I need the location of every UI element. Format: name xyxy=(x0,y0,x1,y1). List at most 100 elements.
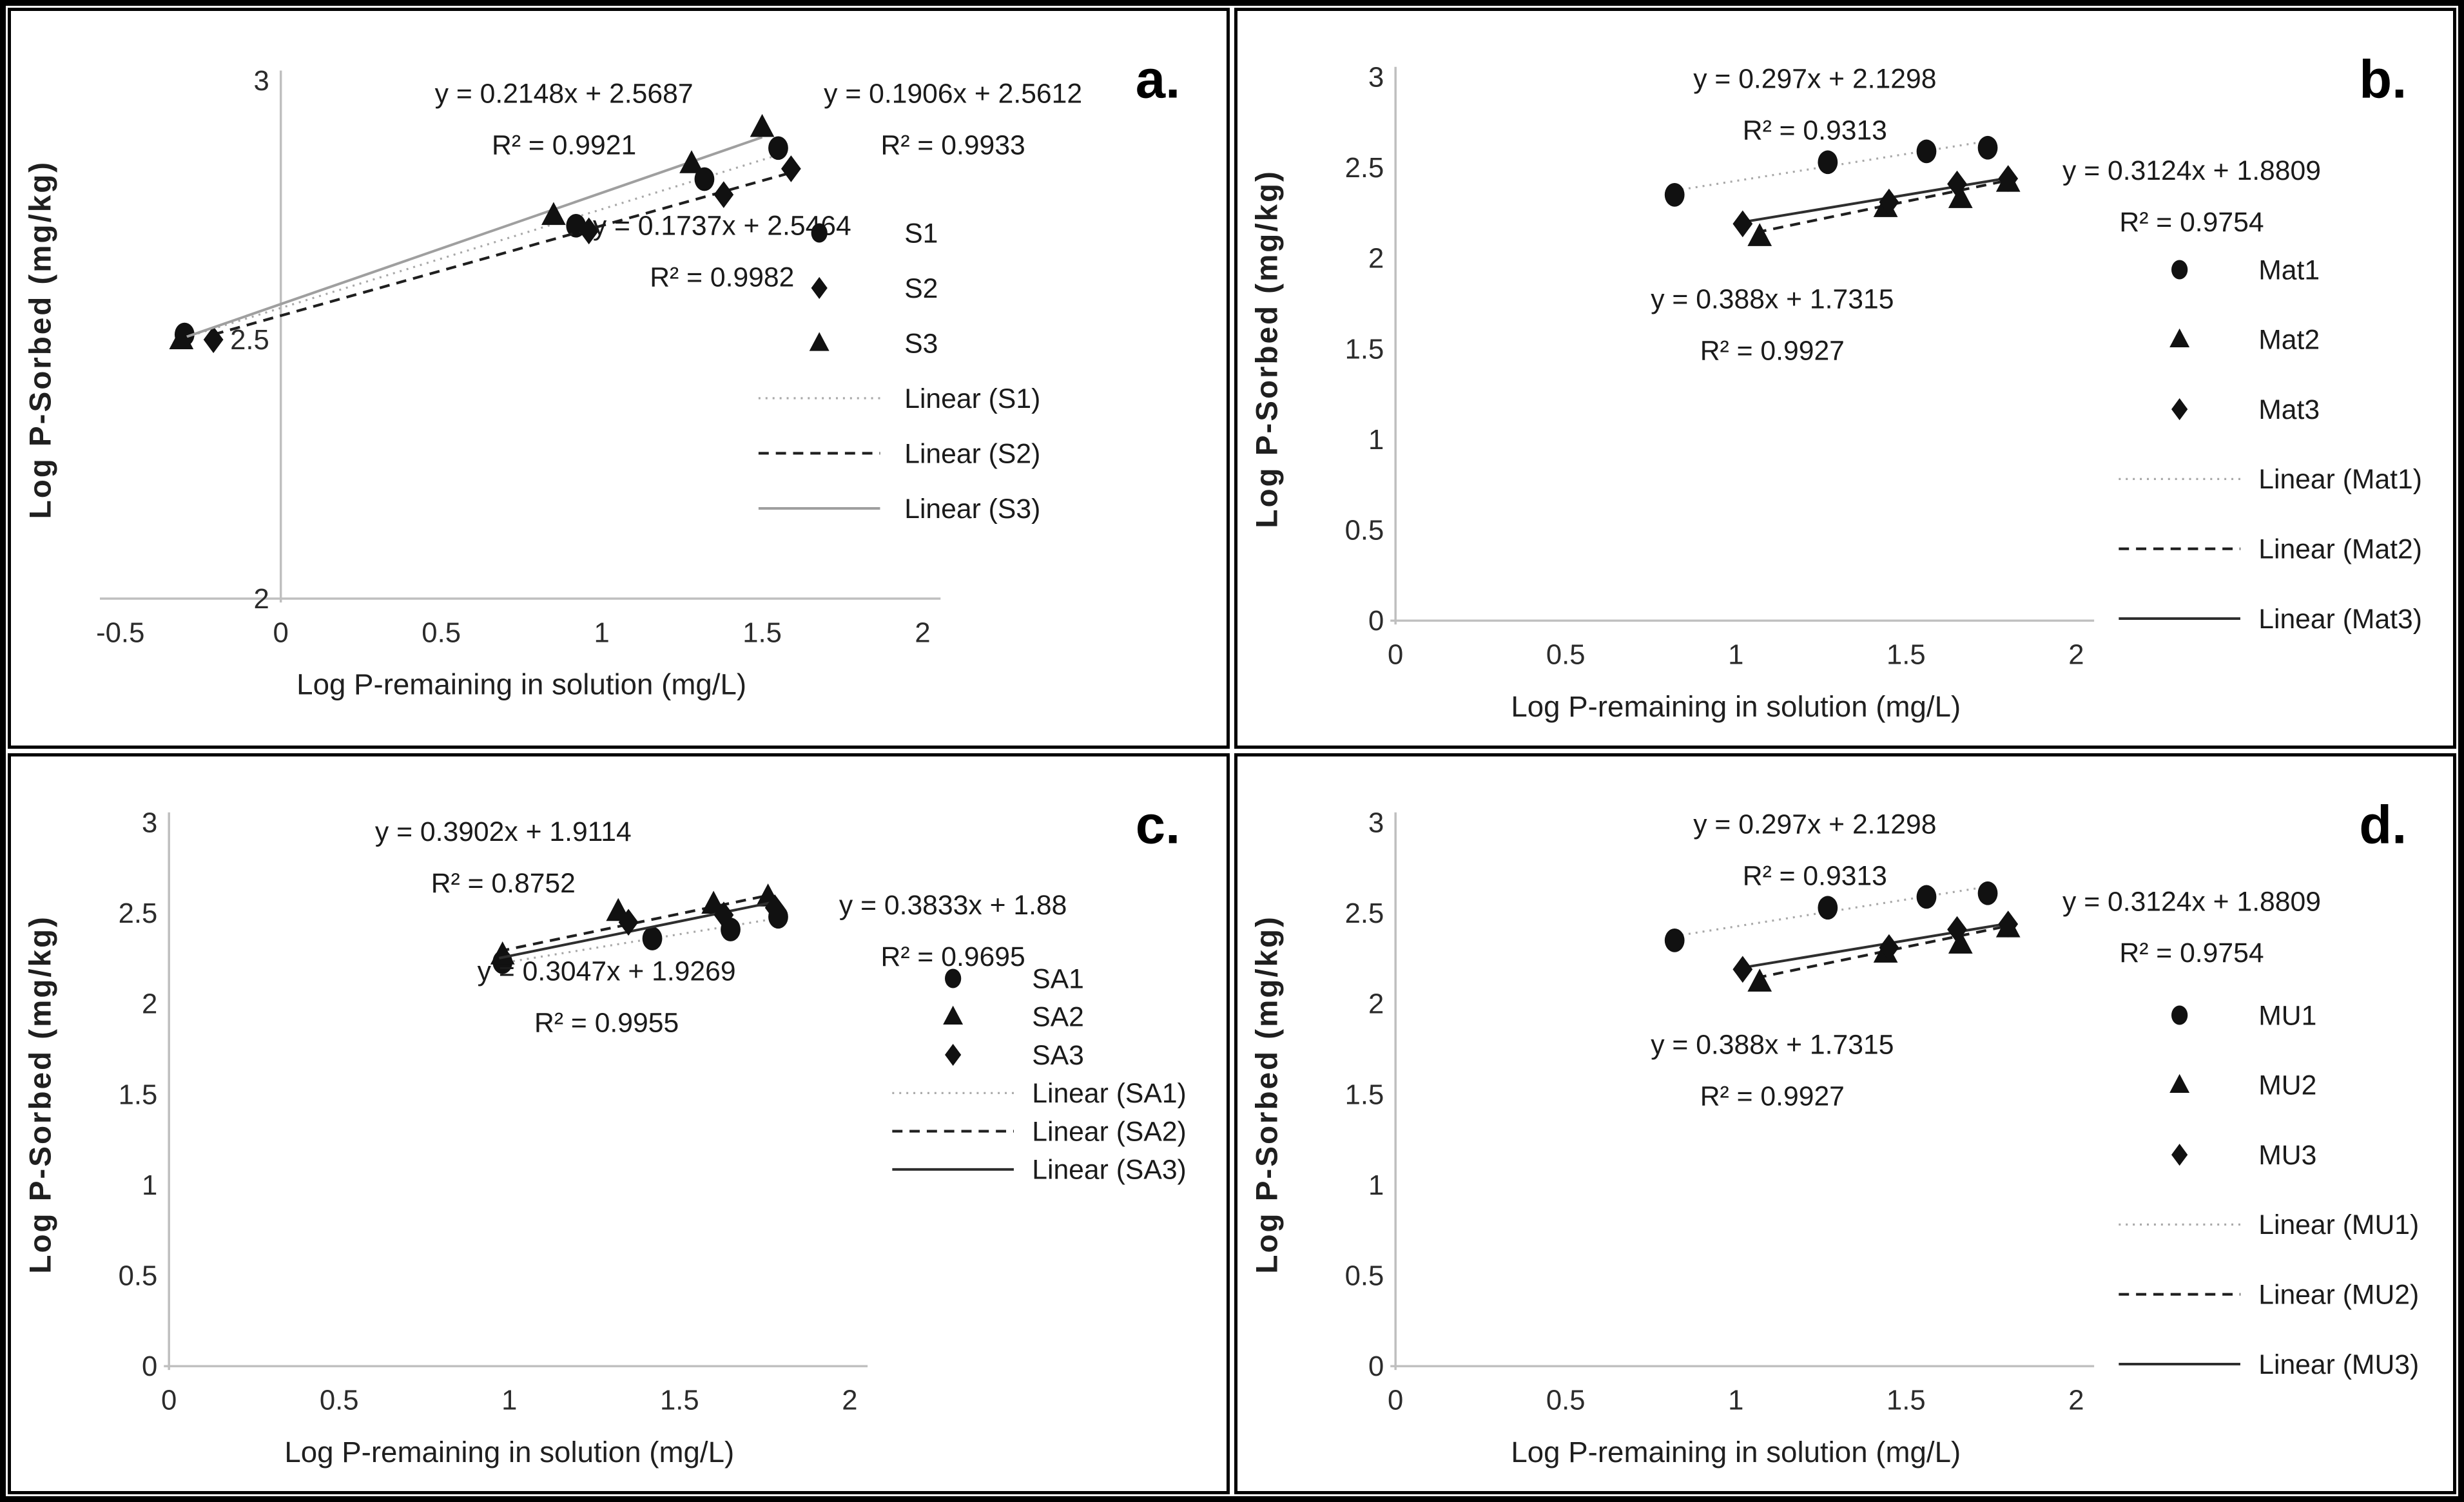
y-axis-title: Log P-Sorbed (mg/kg) xyxy=(24,915,58,1273)
x-tick-label: 0.5 xyxy=(320,1385,359,1416)
legend-linear-label-SA2: Linear (SA2) xyxy=(1032,1116,1187,1147)
equation-label-MU3: y = 0.3124x + 1.8809 xyxy=(2062,886,2321,917)
panel-letter-c: c. xyxy=(1136,795,1181,855)
y-tick-label: 1.5 xyxy=(1345,1079,1384,1110)
legend-marker-MU3 xyxy=(2171,1144,2188,1166)
y-axis-title: Log P-Sorbed (mg/kg) xyxy=(1250,169,1285,528)
x-tick-label: 2 xyxy=(2068,1385,2084,1416)
legend-label-Mat3: Mat3 xyxy=(2258,394,2320,425)
y-axis-title: Log P-Sorbed (mg/kg) xyxy=(1250,915,1285,1273)
data-point-S1 xyxy=(768,136,788,160)
r-squared-label-Mat2: R² = 0.9927 xyxy=(1700,336,1845,367)
chart-panel-b: 0 0.5 1 1.5 2 3 2.5 2 1.5 1 0.5 0 Log P-remaining in… xyxy=(1250,50,2422,723)
data-point-Mat2 xyxy=(1747,223,1772,246)
data-point-SA2 xyxy=(490,941,515,965)
panel-d: 0 0.5 1 1.5 2 3 2.5 2 1.5 1 0.5 0 Log P-remaining in… xyxy=(1234,753,2456,1494)
data-point-MU3 xyxy=(1732,956,1753,983)
y-tick-label: 3 xyxy=(142,807,157,838)
legend-linear-label-S2: Linear (S2) xyxy=(904,438,1040,469)
data-point-S3 xyxy=(541,202,566,226)
x-tick-label: -0.5 xyxy=(96,617,144,648)
r-squared-label-MU3: R² = 0.9754 xyxy=(2119,938,2264,968)
x-tick-label: 1 xyxy=(1728,1385,1743,1416)
chart-panel-c: 0 0.5 1 1.5 2 3 2.5 2 1.5 1 0.5 0 Log P-remaining in… xyxy=(24,795,1187,1468)
legend-label-MU3: MU3 xyxy=(2258,1140,2316,1171)
data-point-S1 xyxy=(694,167,715,191)
y-tick-label: 2 xyxy=(1368,243,1384,274)
legend-marker-Mat2 xyxy=(2169,328,2190,347)
x-axis-title: Log P-remaining in solution (mg/L) xyxy=(1511,690,1961,723)
data-point-SA3 xyxy=(764,894,785,921)
data-point-S3 xyxy=(679,150,704,173)
legend-linear-label-SA3: Linear (SA3) xyxy=(1032,1155,1187,1186)
data-point-SA1 xyxy=(642,927,663,950)
x-tick-label: 0.5 xyxy=(1546,1385,1586,1416)
legend-label-S1: S1 xyxy=(904,218,938,249)
x-tick-label: 1 xyxy=(594,617,609,648)
y-tick-label: 1 xyxy=(1368,424,1384,456)
x-tick-label: 0.5 xyxy=(422,617,461,648)
r-squared-label-SA1: R² = 0.9955 xyxy=(534,1008,679,1039)
legend-linear-label-SA1: Linear (SA1) xyxy=(1032,1078,1187,1109)
data-point-MU1 xyxy=(1977,881,1998,905)
x-tick-label: 0.5 xyxy=(1546,639,1586,671)
r-squared-label-Mat3: R² = 0.9754 xyxy=(2119,207,2264,238)
data-point-Mat1 xyxy=(1977,135,1998,160)
legend-marker-Mat1 xyxy=(2171,260,2188,280)
data-point-S2 xyxy=(781,155,801,182)
legend-label-MU1: MU1 xyxy=(2258,1000,2316,1031)
legend-marker-Mat3 xyxy=(2171,398,2188,421)
data-point-S2 xyxy=(203,326,224,353)
legend-marker-MU1 xyxy=(2171,1005,2188,1025)
equation-label-SA3: y = 0.3833x + 1.88 xyxy=(839,890,1067,921)
data-point-S3 xyxy=(750,113,775,137)
legend-marker-MU2 xyxy=(2169,1074,2190,1093)
y-tick-label: 2 xyxy=(1368,988,1384,1020)
data-point-S3 xyxy=(169,326,194,350)
legend-marker-S1 xyxy=(811,223,828,243)
panel-c: 0 0.5 1 1.5 2 3 2.5 2 1.5 1 0.5 0 Log P-remaining in… xyxy=(8,753,1230,1494)
data-point-MU1 xyxy=(1916,885,1937,909)
legend-marker-SA3 xyxy=(945,1043,962,1066)
data-point-Mat1 xyxy=(1664,183,1685,207)
trendline-S1 xyxy=(184,153,782,339)
legend-label-MU2: MU2 xyxy=(2258,1070,2316,1101)
equation-label-S3: y = 0.2148x + 2.5687 xyxy=(435,79,694,110)
y-tick-label: 3 xyxy=(254,65,269,97)
y-tick-label: 0 xyxy=(1368,605,1384,637)
panel-letter-a: a. xyxy=(1136,50,1181,110)
equation-label-SA1: y = 0.3047x + 1.9269 xyxy=(478,956,736,987)
legend-marker-S3 xyxy=(809,332,829,351)
legend-linear-label-S1: Linear (S1) xyxy=(904,383,1040,414)
y-tick-label: 0.5 xyxy=(1345,514,1384,546)
equation-label-MU1: y = 0.297x + 2.1298 xyxy=(1693,809,1936,840)
equation-label-S2: y = 0.1737x + 2.5464 xyxy=(593,211,851,242)
data-point-Mat3 xyxy=(1732,210,1753,238)
legend-label-S3: S3 xyxy=(904,328,938,359)
y-tick-label: 1.5 xyxy=(119,1079,158,1110)
x-tick-label: 2 xyxy=(915,617,930,648)
r-squared-label-SA3: R² = 0.9695 xyxy=(881,941,1025,972)
y-tick-label: 2 xyxy=(142,988,157,1020)
x-tick-label: 0 xyxy=(161,1385,177,1416)
x-axis-title: Log P-remaining in solution (mg/L) xyxy=(284,1436,734,1468)
y-tick-label: 3 xyxy=(1368,61,1384,93)
data-point-Mat1 xyxy=(1916,139,1937,164)
legend-linear-label-MU1: Linear (MU1) xyxy=(2258,1209,2419,1240)
data-point-MU2 xyxy=(1948,930,1973,954)
r-squared-label-SA2: R² = 0.8752 xyxy=(431,868,576,899)
legend-linear-label-MU3: Linear (MU3) xyxy=(2258,1349,2419,1380)
equation-label-Mat3: y = 0.3124x + 1.8809 xyxy=(2062,155,2321,186)
legend-linear-label-Mat1: Linear (Mat1) xyxy=(2258,464,2422,495)
x-tick-label: 1.5 xyxy=(1887,1385,1926,1416)
y-axis-title: Log P-Sorbed (mg/kg) xyxy=(24,160,58,519)
x-tick-label: 2 xyxy=(842,1385,857,1416)
y-tick-label: 2.5 xyxy=(1345,152,1384,184)
x-axis-title: Log P-remaining in solution (mg/L) xyxy=(296,668,746,701)
trendline-S3 xyxy=(180,136,763,340)
y-tick-label: 2.5 xyxy=(119,898,158,929)
y-tick-label: 1 xyxy=(142,1170,157,1201)
trendline-SA3 xyxy=(499,900,779,959)
legend-linear-label-S3: Linear (S3) xyxy=(904,494,1040,525)
